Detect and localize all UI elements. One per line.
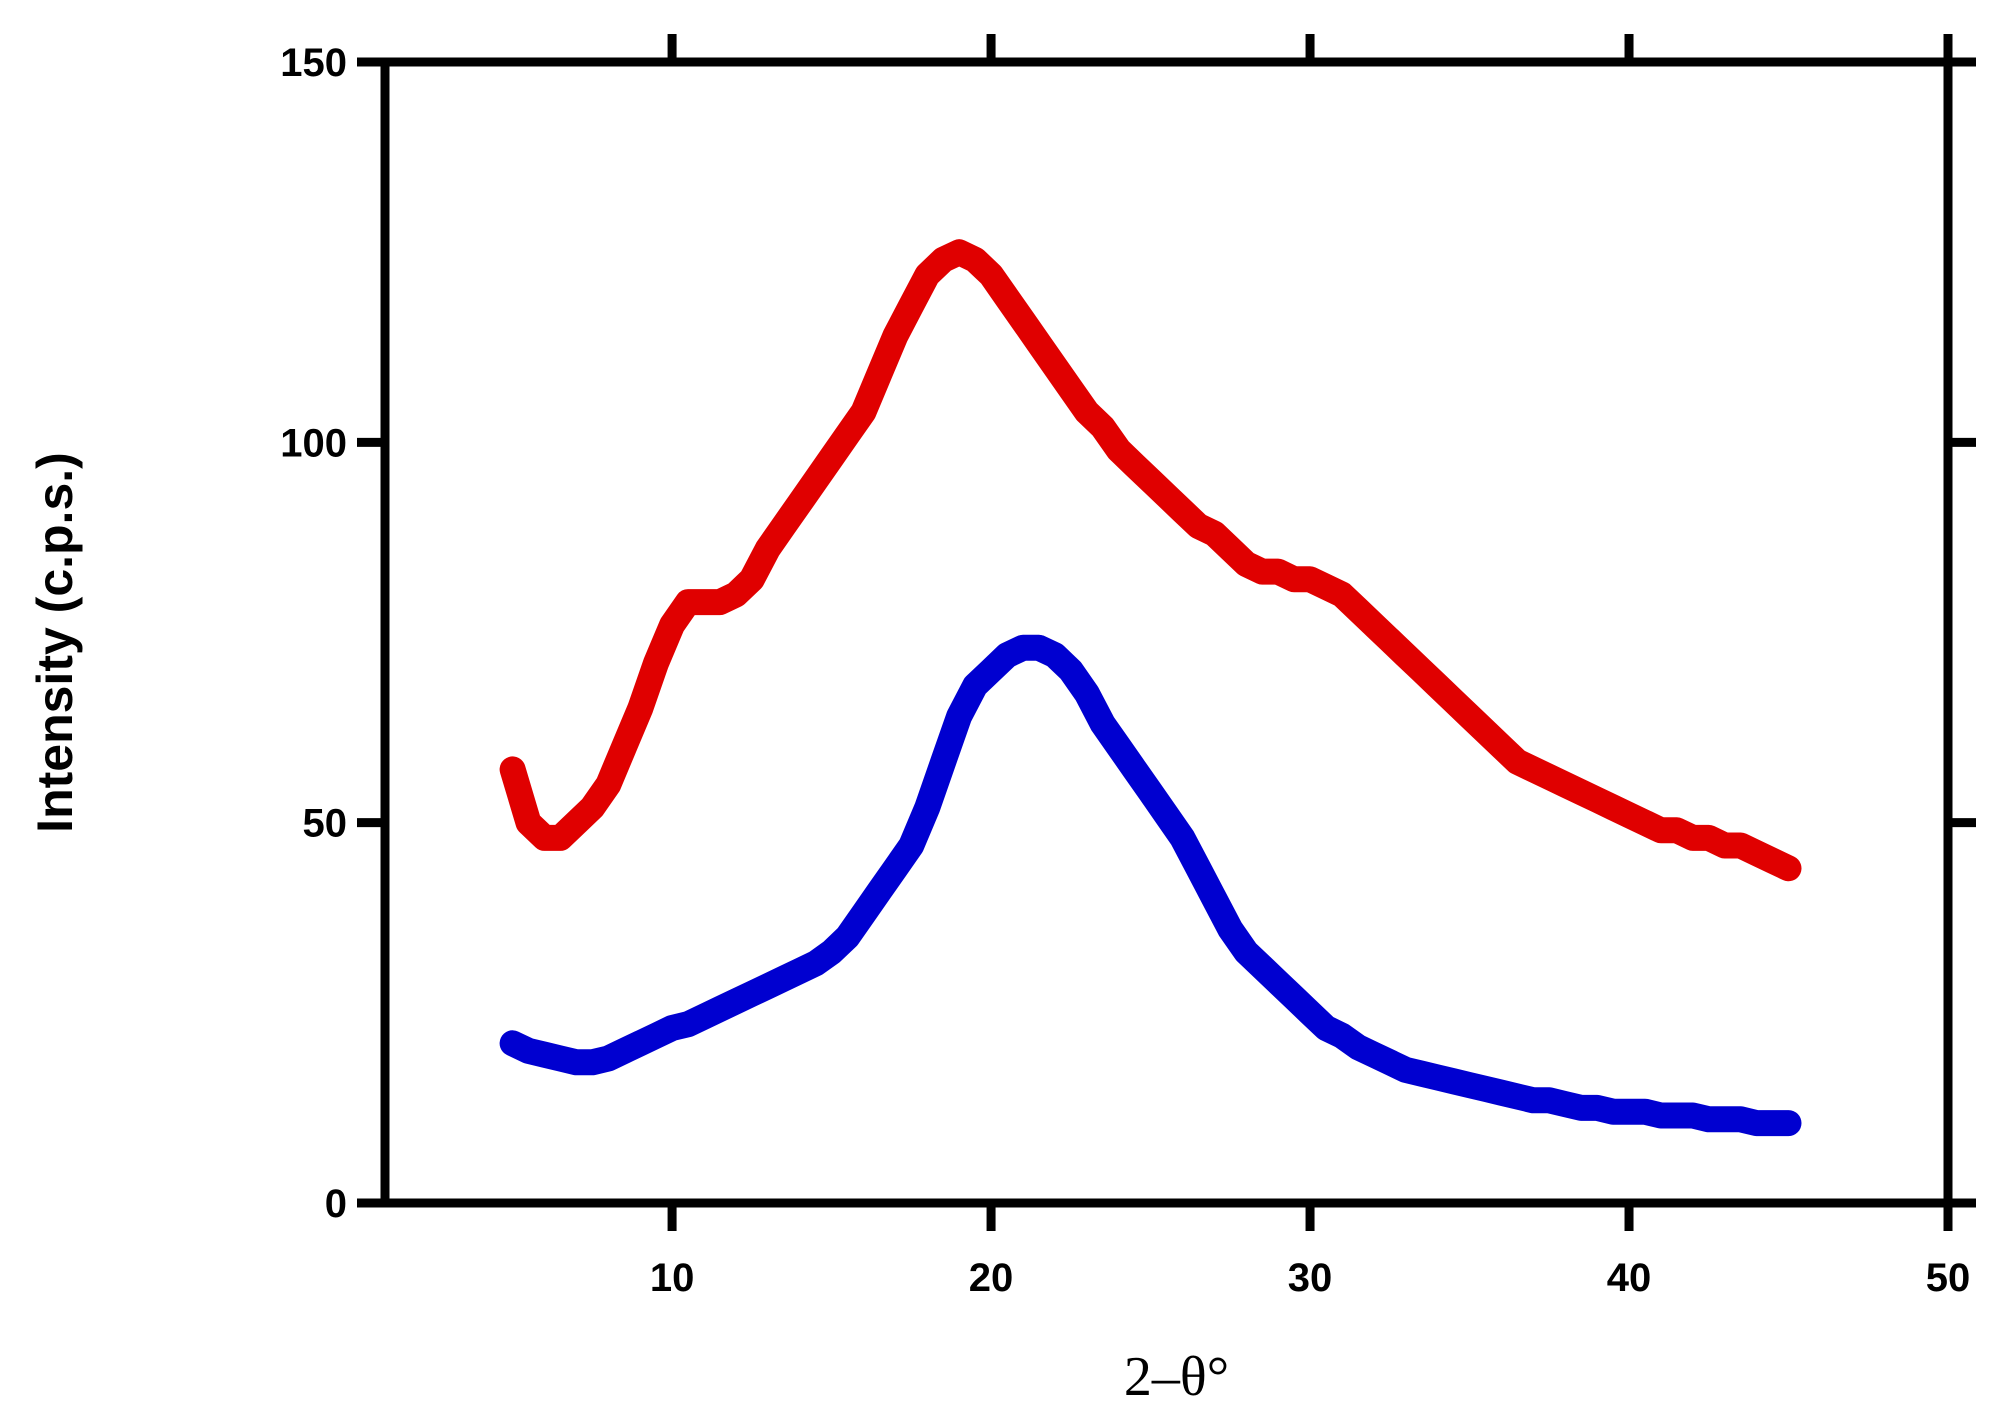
y-tick-label-50: 50 [303,802,348,846]
series-1-line [499,239,1802,882]
x-axis-label: 2–θ° [1124,1346,1229,1408]
series-2-line [499,634,1802,1137]
x-tick-label-10: 10 [650,1256,695,1300]
y-tick-label-0: 0 [325,1182,347,1226]
y-axis-label: Intensity (c.p.s.) [27,452,83,833]
x-tick-label-30: 30 [1288,1256,1333,1300]
y-tick-label-150: 150 [280,41,347,85]
x-tick-label-20: 20 [969,1256,1014,1300]
plot-frame [380,57,1953,1208]
axis-layer: 10 20 30 40 50 0 50 100 150 [280,34,1976,1300]
x-tick-label-40: 40 [1607,1256,1652,1300]
series-layer [499,239,1802,1137]
y-tick-label-100: 100 [280,421,347,465]
x-tick-label-50: 50 [1926,1256,1971,1300]
